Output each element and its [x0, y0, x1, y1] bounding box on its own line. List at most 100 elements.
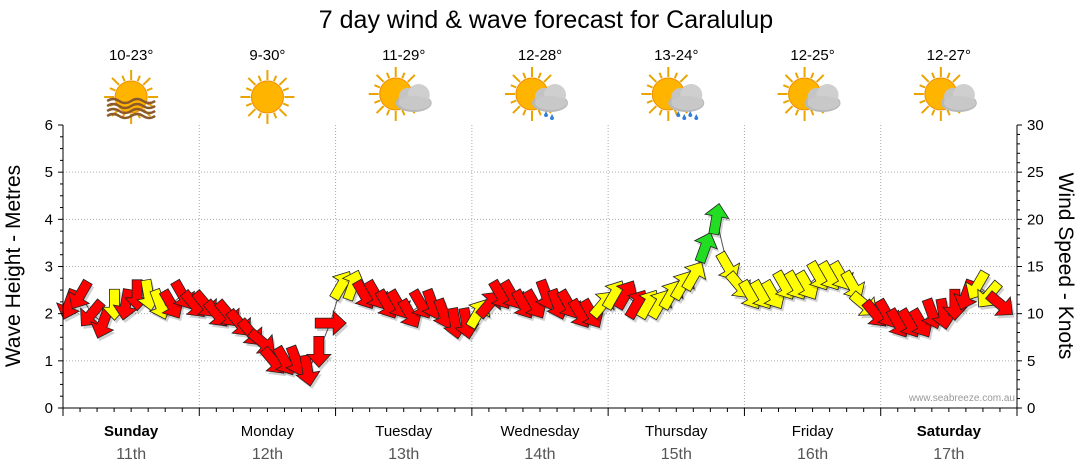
sun-ray: [648, 105, 657, 114]
sun-ray: [946, 109, 951, 116]
day-temp-label: 11-29°: [382, 47, 425, 64]
wind-arrow: [681, 261, 707, 292]
left-tick-label: 3: [45, 259, 53, 276]
right-tick-label: 25: [1027, 164, 1044, 181]
sun-ray: [673, 72, 679, 79]
cloud-part: [671, 96, 704, 110]
wind-arrow: [67, 278, 93, 310]
sun-ray: [278, 77, 288, 86]
sun-ray: [919, 84, 926, 89]
day-temp-label: 12-27°: [927, 47, 971, 64]
wind-arrow: [314, 310, 347, 337]
sun-ray: [245, 87, 253, 92]
sun-ray: [921, 74, 930, 83]
sun-ray: [257, 75, 262, 82]
chart-title: 7 day wind & wave forecast for Caralulup: [319, 6, 773, 34]
left-tick-label: 5: [45, 164, 53, 181]
sun-ray: [109, 87, 116, 92]
day-name-label: Thursday: [645, 423, 708, 440]
sun-disc: [114, 80, 148, 114]
sun-ray: [121, 75, 126, 82]
sun-ray: [658, 109, 663, 116]
sun-ray: [794, 109, 799, 116]
axis-labels: 0 1 2 3 4 5 6 0 5 10 15 20 25 30 Sunday 11th 10-23° Monda…: [45, 47, 1044, 463]
sun-ray: [401, 72, 406, 79]
sun-ray: [111, 77, 120, 86]
sunny-icon: [240, 70, 295, 124]
sun-ray: [537, 72, 542, 79]
weather-icons: [104, 67, 977, 124]
right-tick-label: 5: [1027, 353, 1035, 370]
cloud-part: [535, 96, 567, 110]
sun-ray: [782, 99, 790, 104]
day-date-label: 16th: [797, 446, 828, 463]
day-date-label: 15th: [661, 446, 692, 463]
right-tick-label: 0: [1027, 400, 1035, 417]
haze-wave: [106, 102, 156, 110]
light-showers-icon: [505, 67, 568, 121]
sun-ray: [522, 109, 527, 116]
sun-ray: [375, 105, 385, 114]
day-name-label: Tuesday: [375, 423, 432, 440]
sun-ray: [273, 75, 278, 82]
right-tick-label: 20: [1027, 211, 1044, 228]
partly-cloudy-icon: [368, 67, 432, 121]
day-name-label: Monday: [241, 423, 295, 440]
sunny-hazy-icon: [104, 70, 159, 124]
day-temp-label: 9-30°: [249, 47, 285, 64]
rain-drop: [544, 111, 548, 117]
sun-ray: [512, 74, 521, 83]
sun-ray: [537, 109, 542, 116]
sun-ray: [273, 112, 278, 119]
cloud-shape: [668, 84, 705, 112]
sun-ray: [646, 99, 653, 104]
sun-ray: [794, 72, 799, 79]
left-tick-label: 2: [45, 306, 53, 323]
sun-ray: [385, 109, 391, 116]
showers-icon: [641, 67, 705, 121]
day-date-label: 12th: [252, 446, 283, 463]
sun-ray: [282, 87, 290, 92]
sun-ray: [374, 84, 381, 89]
sun-ray: [810, 109, 815, 116]
partly-cloudy-icon: [777, 67, 841, 121]
day-date-label: 13th: [388, 446, 419, 463]
sun-ray: [247, 108, 257, 117]
wind-arrow: [305, 335, 332, 368]
haze-wave: [106, 112, 156, 120]
sun-ray: [401, 109, 406, 116]
right-tick-label: 15: [1027, 259, 1044, 276]
rain-drop: [682, 114, 687, 120]
wind-arrow: [985, 290, 1013, 316]
sun-ray: [543, 74, 552, 83]
right-axis-title: Wind Speed - Knots: [1054, 173, 1077, 360]
rain-drop: [694, 114, 699, 120]
sun-ray: [146, 87, 153, 92]
cloud-shape: [532, 84, 568, 112]
sun-ray: [245, 102, 253, 107]
sun-ray: [407, 74, 416, 83]
right-tick-label: 10: [1027, 306, 1044, 323]
cloud-shape: [804, 84, 841, 112]
wind-arrow: [693, 232, 719, 264]
rain-drop: [688, 111, 693, 117]
day-temp-label: 12-25°: [790, 47, 834, 64]
sun-ray: [946, 72, 951, 79]
sun-ray: [522, 72, 527, 79]
sun-ray: [782, 84, 790, 89]
day-name-label: Sunday: [104, 423, 159, 440]
cloud-part: [943, 96, 976, 110]
sun-ray: [931, 72, 936, 79]
haze-wave: [106, 107, 156, 115]
day-name-label: Wednesday: [501, 423, 580, 440]
sun-ray: [952, 74, 961, 83]
rain-drop: [550, 114, 554, 120]
day-name-label: Saturday: [917, 423, 982, 440]
wind-arrow: [704, 202, 730, 236]
sun-ray: [784, 105, 794, 114]
cloud-part: [398, 96, 431, 110]
sun-disc: [250, 80, 284, 114]
day-temp-label: 13-24°: [654, 47, 698, 64]
cloud-shape: [395, 84, 432, 112]
